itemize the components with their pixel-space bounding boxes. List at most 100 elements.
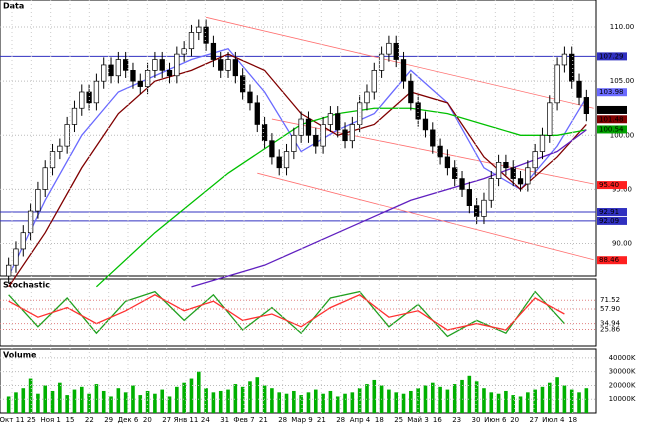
volume-bar bbox=[182, 382, 186, 413]
volume-bar bbox=[518, 396, 523, 413]
x-tick-label: Мар 9 bbox=[291, 416, 312, 424]
price-label: 95.40 bbox=[599, 181, 619, 189]
volume-bar bbox=[467, 375, 472, 413]
volume-bar bbox=[79, 386, 84, 413]
candle-body bbox=[378, 53, 385, 71]
price-tag bbox=[597, 115, 627, 124]
candle-body bbox=[232, 59, 238, 77]
candle-body bbox=[371, 70, 377, 93]
x-tick-label: Янв 11 bbox=[174, 416, 199, 424]
candle-body bbox=[569, 53, 575, 82]
x-tick-label: 16 bbox=[433, 416, 442, 424]
candle-body bbox=[357, 102, 363, 125]
candle-body bbox=[159, 59, 165, 71]
x-tick-label: 21 bbox=[317, 416, 326, 424]
volume-bar bbox=[584, 388, 589, 413]
x-tick-label: Ноя 1 bbox=[40, 416, 60, 424]
volume-bar bbox=[14, 392, 18, 413]
price-label: 101.48 bbox=[599, 115, 624, 123]
candle-body bbox=[335, 113, 341, 131]
volume-bar bbox=[233, 384, 238, 413]
volume-bar bbox=[109, 396, 113, 413]
volume-bar bbox=[248, 381, 252, 413]
volume-bar bbox=[292, 390, 296, 413]
moving-average bbox=[191, 129, 587, 288]
y-tick-label: 105.00 bbox=[610, 77, 635, 85]
candle-body bbox=[525, 167, 531, 185]
volume-bar bbox=[313, 389, 318, 413]
candle-body bbox=[481, 199, 487, 217]
x-tick-label: 27 bbox=[162, 416, 171, 424]
candle-body bbox=[532, 151, 538, 169]
price-tag bbox=[597, 105, 627, 114]
candle-body bbox=[547, 102, 553, 136]
volume-bar bbox=[218, 390, 223, 413]
volume-bar bbox=[547, 382, 552, 413]
x-tick-label: 28 bbox=[336, 416, 345, 424]
x-tick-label: 25 bbox=[394, 416, 403, 424]
y-tick-label: 100.00 bbox=[610, 131, 635, 139]
volume-bar bbox=[401, 393, 406, 413]
volume-bar bbox=[533, 389, 537, 413]
x-tick-label: Окт 11 bbox=[0, 416, 24, 424]
candle-body bbox=[349, 124, 355, 142]
volume-bar bbox=[94, 384, 99, 413]
x-tick-label: 15 bbox=[66, 416, 75, 424]
volume-tick-label: 20000K bbox=[609, 381, 636, 389]
stoch-label: 34.94 bbox=[600, 320, 621, 328]
x-tick-label: 21 bbox=[259, 416, 268, 424]
volume-bar bbox=[6, 396, 11, 413]
trend-line bbox=[206, 16, 594, 109]
candle-body bbox=[495, 162, 502, 179]
candle-body bbox=[57, 145, 63, 152]
volume-bar bbox=[504, 390, 508, 413]
candle-body bbox=[305, 118, 312, 136]
candle-body bbox=[196, 26, 202, 33]
volume-bar bbox=[299, 395, 303, 413]
candle-body bbox=[181, 48, 187, 55]
candle-body bbox=[342, 129, 348, 142]
volume-bar bbox=[284, 393, 289, 413]
candle-body bbox=[583, 97, 589, 114]
candle-body bbox=[218, 59, 224, 71]
x-tick-label: 18 bbox=[568, 416, 577, 424]
volume-bar bbox=[540, 386, 545, 413]
x-tick-label: 29 bbox=[104, 416, 113, 424]
price-label: 88.46 bbox=[599, 256, 620, 264]
price-panel bbox=[0, 0, 597, 277]
volume-bar bbox=[511, 395, 516, 413]
candle-body bbox=[400, 59, 407, 82]
level-label: 92.09 bbox=[599, 217, 619, 225]
candle-body bbox=[539, 134, 546, 152]
candle-body bbox=[152, 59, 158, 71]
candle-body bbox=[320, 124, 326, 147]
x-tick-label: Апр 4 bbox=[350, 416, 371, 424]
stoch-d bbox=[8, 294, 565, 331]
x-tick-label: Дек 6 bbox=[118, 416, 139, 424]
x-tick-label: 20 bbox=[143, 416, 152, 424]
volume-bar bbox=[452, 384, 457, 413]
volume-bar bbox=[226, 389, 230, 413]
candle-body bbox=[276, 156, 282, 169]
volume-bar bbox=[496, 393, 501, 413]
volume-bar bbox=[28, 378, 33, 413]
volume-bar bbox=[526, 392, 530, 413]
volume-bar bbox=[101, 390, 106, 413]
volume-bar bbox=[72, 389, 77, 413]
price-tag bbox=[597, 125, 627, 134]
stoch-label: 25.86 bbox=[600, 325, 621, 333]
volume-bar bbox=[482, 388, 486, 413]
candle-body bbox=[554, 64, 560, 104]
candle-body bbox=[166, 70, 173, 77]
x-tick-label: 24 bbox=[201, 416, 210, 424]
candle-body bbox=[64, 124, 70, 147]
volume-bar bbox=[372, 379, 377, 413]
candle-body bbox=[6, 264, 12, 277]
volume-bar bbox=[167, 396, 172, 413]
candle-body bbox=[240, 75, 246, 93]
candle-body bbox=[422, 118, 429, 131]
volume-bar bbox=[343, 393, 347, 413]
volume-bar bbox=[409, 390, 413, 413]
volume-bar bbox=[255, 377, 260, 413]
